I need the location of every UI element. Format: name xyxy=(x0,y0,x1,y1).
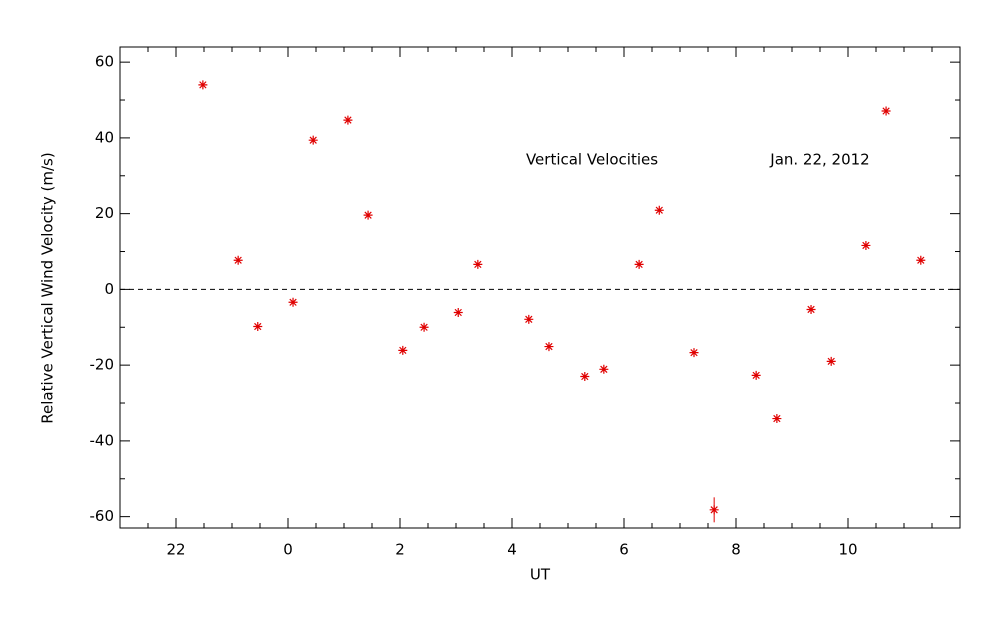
plot-frame xyxy=(119,46,961,529)
point xyxy=(654,205,664,215)
annotation: Jan. 22, 2012 xyxy=(769,151,869,169)
point xyxy=(253,322,263,332)
point xyxy=(398,345,408,355)
x-tick-label: 10 xyxy=(838,541,857,559)
y-tick-label: -40 xyxy=(90,431,115,449)
point xyxy=(751,370,761,380)
x-tick-label: 2 xyxy=(395,541,405,559)
y-tick-label: -20 xyxy=(90,356,115,374)
y-tick-label: 20 xyxy=(95,204,114,222)
point xyxy=(288,297,298,307)
point xyxy=(524,314,534,324)
y-tick-label: -60 xyxy=(90,507,115,525)
y-axis-label: Relative Vertical Wind Velocity (m/s) xyxy=(39,152,57,423)
x-tick-label: 6 xyxy=(619,541,629,559)
point xyxy=(544,342,554,352)
point xyxy=(363,210,373,220)
y-tick-label: 40 xyxy=(95,128,114,146)
point xyxy=(689,348,699,358)
point xyxy=(916,255,926,265)
point xyxy=(634,259,644,269)
point xyxy=(709,505,719,515)
point xyxy=(580,372,590,382)
point xyxy=(198,80,208,90)
point xyxy=(861,240,871,250)
point xyxy=(772,414,782,424)
point xyxy=(419,322,429,332)
y-tick-label: 60 xyxy=(95,53,114,71)
x-axis-label: UT xyxy=(530,566,551,584)
point xyxy=(806,304,816,314)
x-tick-label: 22 xyxy=(166,541,185,559)
x-tick-label: 0 xyxy=(283,541,293,559)
point xyxy=(473,259,483,269)
point xyxy=(308,135,318,145)
point xyxy=(599,364,609,374)
x-tick-label: 4 xyxy=(507,541,517,559)
point xyxy=(881,106,891,116)
point xyxy=(343,115,353,125)
annotation: Vertical Velocities xyxy=(526,151,658,169)
point xyxy=(233,255,243,265)
point xyxy=(826,356,836,366)
point xyxy=(453,307,463,317)
x-tick-label: 8 xyxy=(731,541,741,559)
y-tick-label: 0 xyxy=(104,280,114,298)
